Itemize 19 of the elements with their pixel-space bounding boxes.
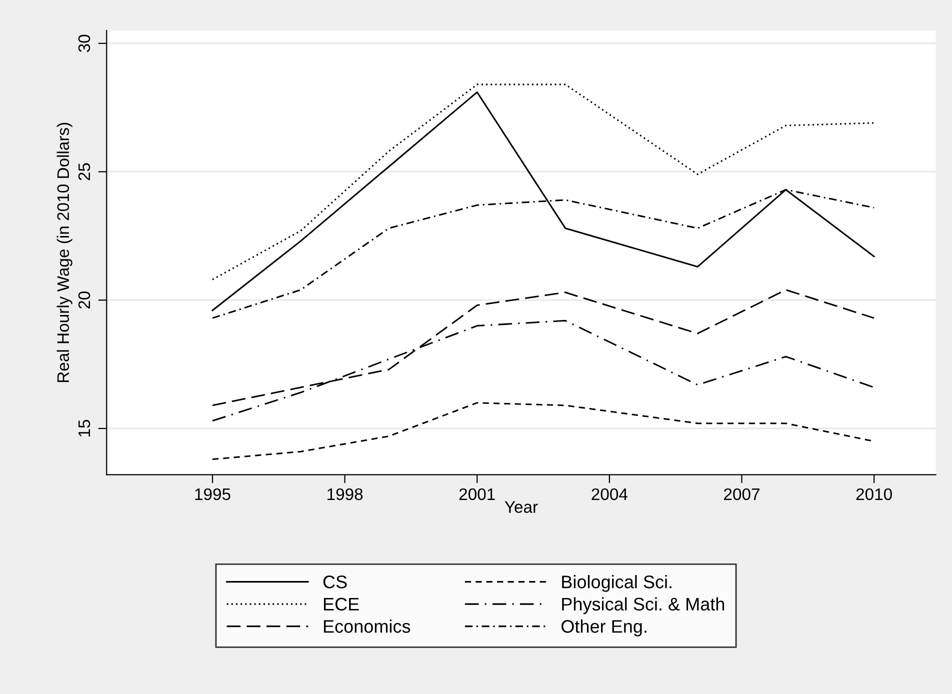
legend-label: Economics [324,620,410,633]
y-tick-label: 15 [78,420,90,436]
legend-label: Other Eng. [562,620,646,636]
x-tick-label: 2001 [459,488,495,500]
x-axis-title: Year [504,501,538,513]
line-series [212,84,875,280]
x-tick-label: 2010 [856,488,892,500]
legend-label: CS [323,576,347,588]
x-tick-label: 1998 [328,488,363,500]
y-tick-label: 25 [78,163,90,180]
legend-label: Physical Sci. & Math [562,597,724,614]
y-tick-label: 30 [78,34,90,52]
legend-label: Biological Sci. [562,575,672,592]
x-tick-label: 2004 [592,488,628,500]
x-tick-label: 2007 [724,488,760,500]
legend-label: ECE [324,598,359,611]
y-tick-label: 20 [78,291,90,309]
x-tick-label: 1995 [195,488,230,500]
y-axis-title: Real Hourly Wage (in 2010 Dollars) [56,122,72,382]
